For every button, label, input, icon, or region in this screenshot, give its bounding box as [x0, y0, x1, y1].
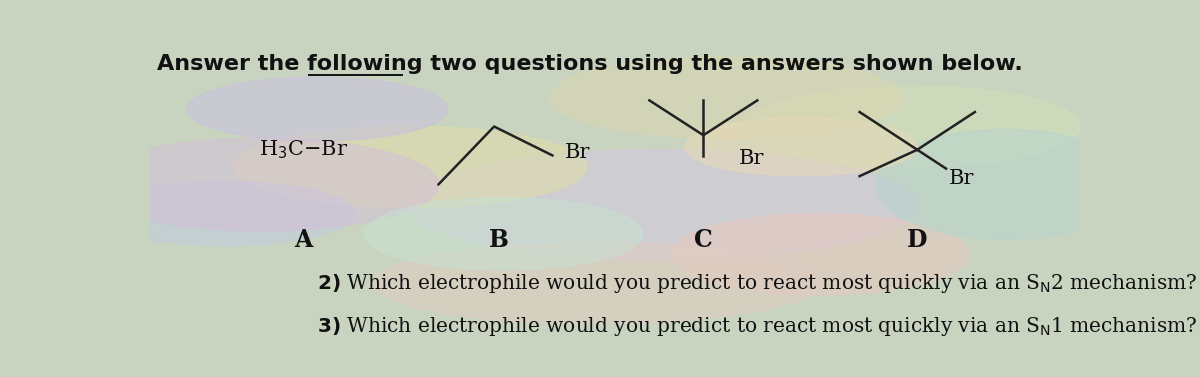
Text: A: A [294, 228, 313, 252]
Text: Br: Br [949, 169, 974, 188]
Ellipse shape [364, 198, 643, 270]
Ellipse shape [671, 214, 968, 295]
Text: Br: Br [739, 149, 764, 168]
Text: Br: Br [565, 143, 590, 162]
Text: C: C [694, 228, 713, 252]
Ellipse shape [234, 127, 587, 208]
Text: D: D [907, 228, 928, 252]
Text: B: B [488, 228, 509, 252]
Ellipse shape [550, 57, 904, 138]
Ellipse shape [406, 150, 917, 260]
Ellipse shape [187, 77, 448, 141]
Ellipse shape [94, 182, 355, 245]
Ellipse shape [745, 86, 1080, 167]
Text: $\mathbf{2)}$ Which electrophile would you predict to react most quickly via an : $\mathbf{2)}$ Which electrophile would y… [317, 272, 1198, 295]
Ellipse shape [685, 118, 917, 176]
Ellipse shape [876, 129, 1135, 240]
Ellipse shape [373, 243, 820, 324]
Text: Answer the following two questions using the answers shown below.: Answer the following two questions using… [157, 54, 1024, 74]
Text: $\mathbf{3)}$ Which electrophile would you predict to react most quickly via an : $\mathbf{3)}$ Which electrophile would y… [317, 315, 1198, 338]
Text: H$_3$C$-$Br: H$_3$C$-$Br [259, 138, 348, 161]
Ellipse shape [85, 138, 438, 231]
